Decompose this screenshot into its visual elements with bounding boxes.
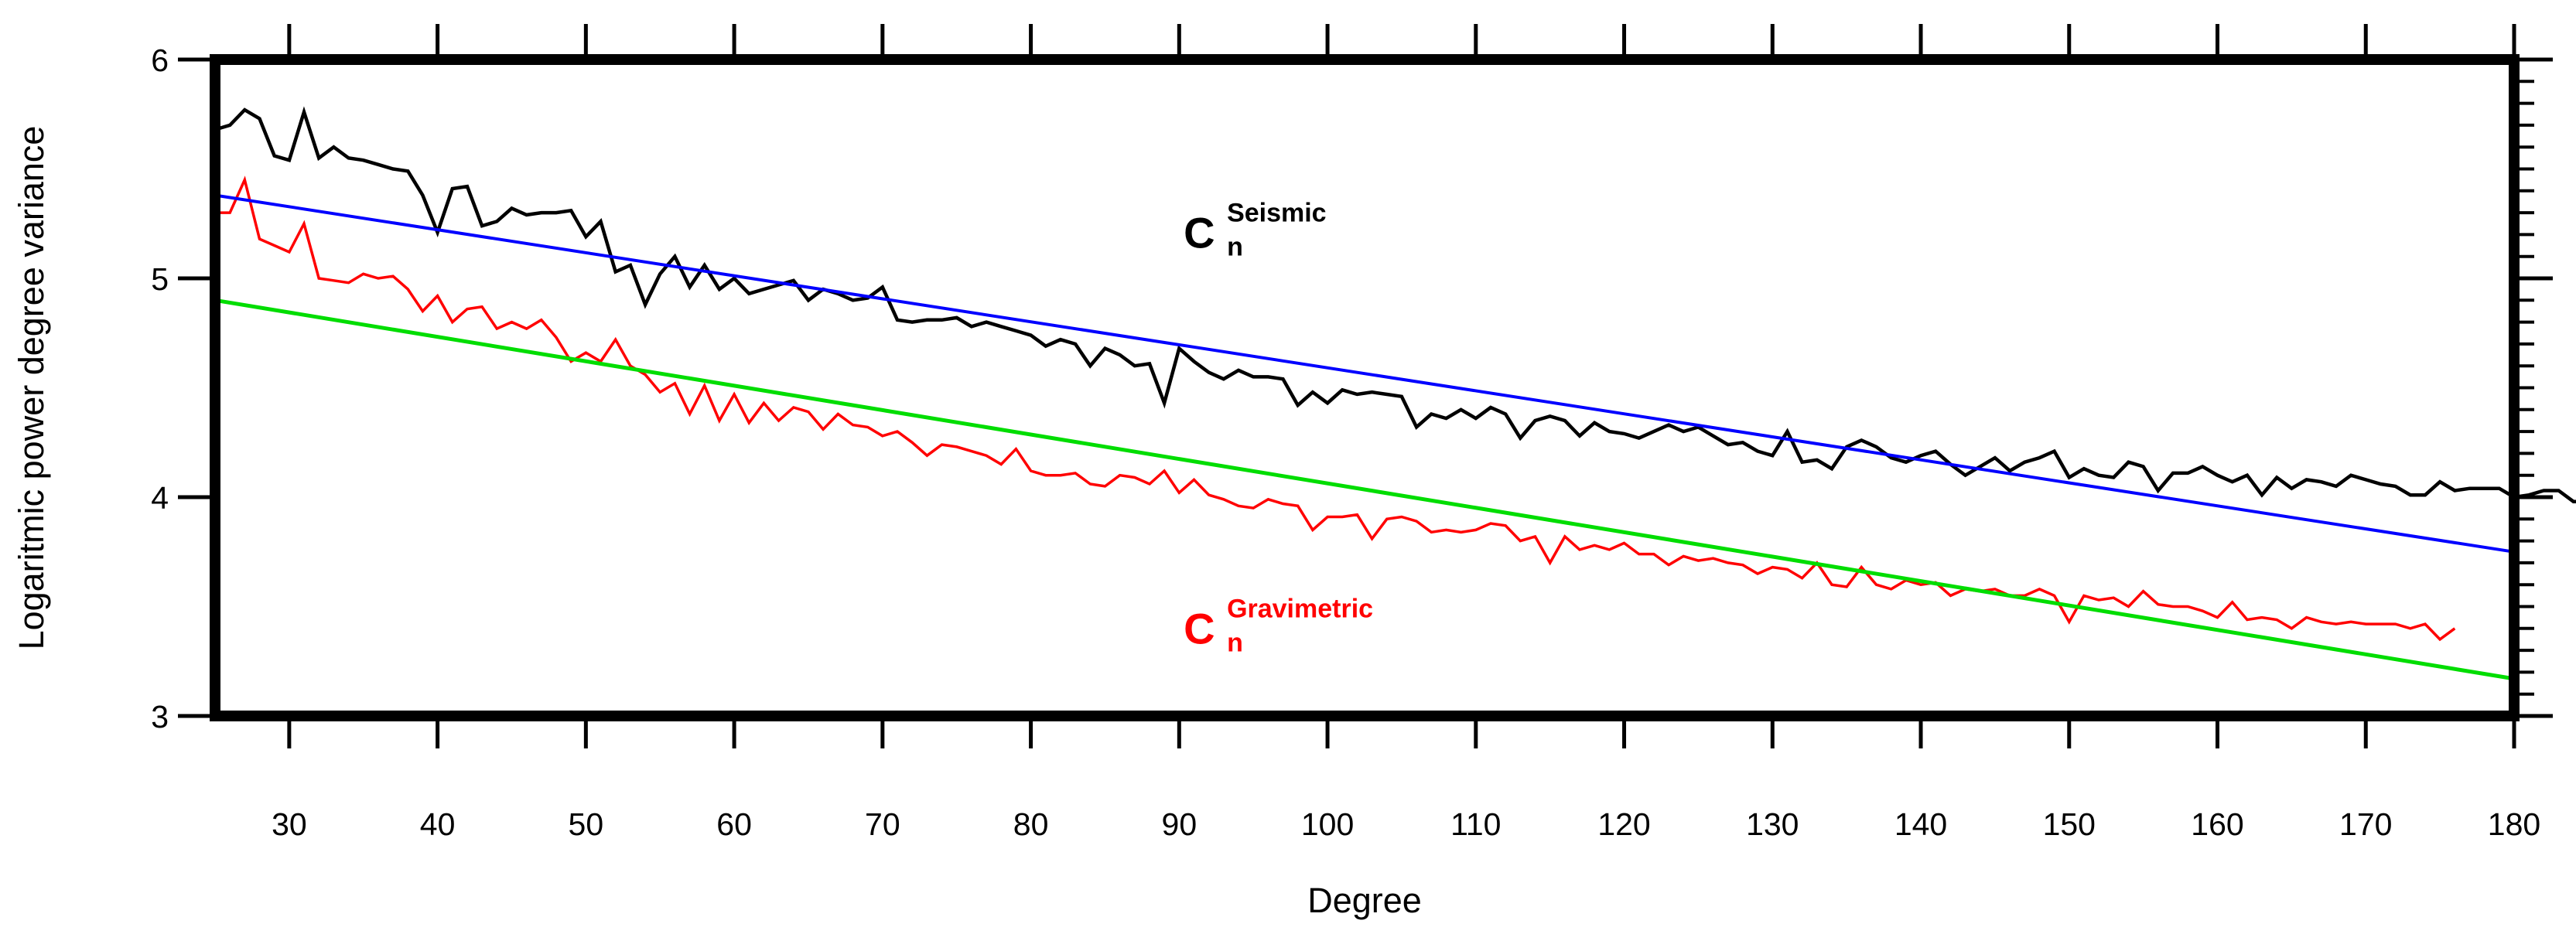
- series-line-gravimetric-fit: [214, 298, 2515, 681]
- annotation-seismic-subscript: n: [1227, 232, 1243, 261]
- x-tick-label: 80: [1013, 806, 1049, 842]
- series-line-seismic: [214, 106, 2576, 503]
- annotation-gravimetric-subscript: n: [1227, 629, 1243, 658]
- x-tick-label: 170: [2339, 806, 2392, 842]
- y-tick-label: 5: [151, 261, 169, 297]
- annotation-gravimetric: C Gravimetric n: [1184, 595, 1373, 658]
- x-tick-label: 180: [2488, 806, 2540, 842]
- x-tick-label: 110: [1450, 806, 1501, 842]
- x-tick-label: 120: [1597, 806, 1650, 842]
- major-ticks: [178, 24, 2553, 748]
- y-tick-label: 6: [151, 43, 169, 78]
- annotation-gravimetric-superscript: Gravimetric: [1227, 595, 1373, 624]
- x-tick-label: 160: [2191, 806, 2243, 842]
- x-tick-label: 70: [865, 806, 900, 842]
- y-axis-title: Logaritmic power degree variance: [12, 126, 51, 650]
- x-tick-label: 140: [1894, 806, 1947, 842]
- y-tick-label: 3: [151, 699, 169, 735]
- series-line-seismic-fit: [214, 193, 2515, 554]
- annotation-seismic-symbol: C: [1184, 208, 1215, 257]
- annotation-gravimetric-symbol: C: [1184, 605, 1215, 653]
- series-line-gravimetric: [215, 176, 2456, 642]
- series-layer: [214, 106, 2576, 681]
- plot-frame: [210, 54, 2520, 721]
- y-tick-label: 4: [151, 480, 169, 516]
- x-tick-label: 150: [2043, 806, 2096, 842]
- tick-labels: 30 40 50 60 70 80 90 100 110 120 130 140 150 160 170 18…: [151, 43, 2540, 842]
- x-axis-title: Degree: [1307, 881, 1422, 920]
- x-tick-label: 40: [420, 806, 456, 842]
- annotation-seismic-superscript: Seismic: [1227, 198, 1327, 227]
- x-tick-label: 60: [716, 806, 752, 842]
- annotation-seismic: C Seismic n: [1184, 198, 1327, 261]
- x-tick-label: 50: [569, 806, 604, 842]
- x-tick-label: 100: [1301, 806, 1354, 842]
- x-tick-label: 30: [272, 806, 307, 842]
- x-tick-label: 90: [1162, 806, 1197, 842]
- x-tick-label: 130: [1746, 806, 1799, 842]
